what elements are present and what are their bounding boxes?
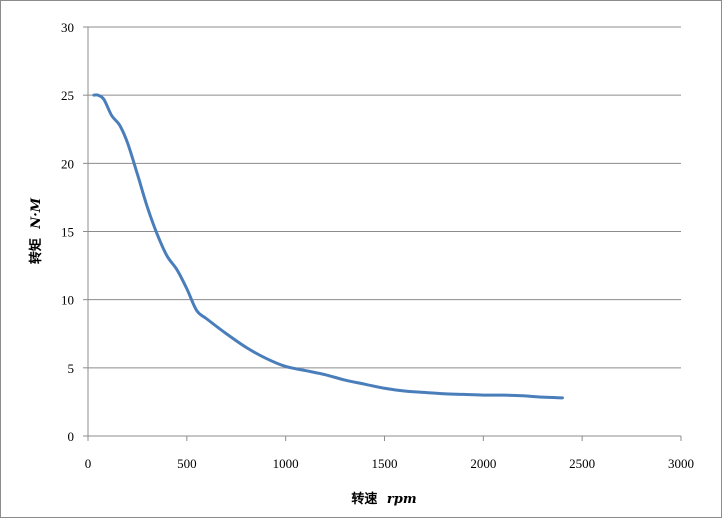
y-tick-label: 15: [61, 225, 74, 240]
y-axis-title: 转矩 N·M: [28, 197, 44, 264]
data-point: [205, 317, 208, 320]
data-point: [383, 387, 386, 390]
data-point: [284, 365, 287, 368]
data-point: [521, 394, 524, 397]
data-point: [110, 114, 113, 117]
y-tick-label: 10: [61, 293, 74, 308]
data-point: [304, 369, 307, 372]
data-point: [502, 394, 505, 397]
data-point: [403, 390, 406, 393]
y-axis-label: 转矩: [28, 238, 44, 264]
x-tick-label: 2000: [470, 456, 496, 471]
data-point: [102, 98, 105, 101]
data-point: [363, 383, 366, 386]
data-point: [146, 205, 149, 208]
data-point: [185, 287, 188, 290]
data-point: [343, 379, 346, 382]
data-point: [264, 357, 267, 360]
data-point: [118, 124, 121, 127]
y-tick-label: 0: [68, 429, 75, 444]
data-point: [541, 396, 544, 399]
data-point: [156, 233, 159, 236]
data-point: [482, 394, 485, 397]
x-tick-label: 1500: [372, 456, 398, 471]
x-axis-unit: rpm: [387, 492, 417, 507]
data-point: [423, 391, 426, 394]
series-line: [92, 93, 564, 400]
x-tick-label: 2500: [569, 456, 595, 471]
data-point: [166, 255, 169, 258]
data-point: [96, 94, 99, 97]
x-axis-title: 转速 rpm: [351, 491, 416, 507]
x-tick-label: 3000: [668, 456, 694, 471]
y-tick-label: 30: [61, 20, 74, 35]
data-point: [195, 309, 198, 312]
y-axis-unit: N·M: [29, 197, 44, 229]
x-tick-label: 0: [85, 456, 92, 471]
y-tick-labels: 0 5 10 15 20 25 30: [61, 20, 88, 444]
y-tick-label: 25: [61, 88, 74, 103]
x-axis-label: 转速: [351, 491, 377, 507]
y-tick-label: 5: [68, 361, 75, 376]
y-tick-label: 20: [61, 156, 74, 171]
series-layer: [92, 93, 564, 400]
x-tick-label: 1000: [273, 456, 299, 471]
x-tick-label: 500: [177, 456, 197, 471]
data-point: [561, 396, 564, 399]
data-point: [225, 332, 228, 335]
data-point: [175, 268, 178, 271]
data-point: [442, 392, 445, 395]
data-point: [462, 393, 465, 396]
data-point: [245, 346, 248, 349]
data-point: [324, 373, 327, 376]
x-tick-labels: 0 500 1000 1500 2000 2500 3000: [85, 436, 694, 471]
data-point: [92, 94, 95, 97]
data-point: [126, 141, 129, 144]
data-point: [136, 173, 139, 176]
gridlines: [88, 26, 681, 369]
